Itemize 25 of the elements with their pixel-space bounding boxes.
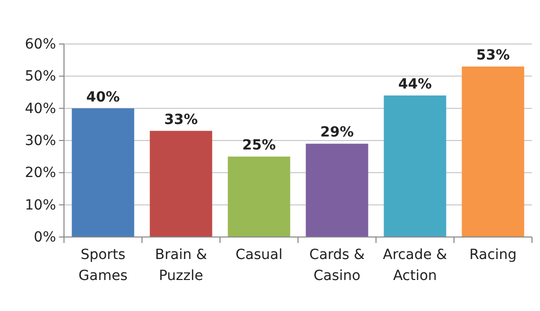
x-tick-label: Sports Games <box>78 247 128 284</box>
bar <box>228 156 290 237</box>
bar <box>462 66 524 237</box>
data-label: 40% <box>86 89 120 106</box>
y-tick-label: 10% <box>24 197 56 214</box>
bar <box>72 108 134 237</box>
y-tick-label: 40% <box>24 100 56 117</box>
data-label: 53% <box>476 48 510 64</box>
x-tick-label: Brain & Puzzle <box>154 247 208 284</box>
data-label: 44% <box>398 76 432 92</box>
y-tick-label: 50% <box>24 68 56 85</box>
y-tick-label: 60% <box>24 36 56 52</box>
data-label: 25% <box>242 138 276 154</box>
data-label: 29% <box>320 124 354 141</box>
data-label: 33% <box>164 112 198 128</box>
y-tick-label: 30% <box>24 132 56 149</box>
x-tick-label: Racing <box>469 247 517 263</box>
x-tick-label: Arcade & Action <box>382 247 448 284</box>
bar <box>150 130 212 237</box>
y-tick-label: 0% <box>34 229 56 246</box>
x-tick-label: Casual <box>236 247 282 263</box>
y-tick-label: 20% <box>24 165 56 182</box>
bar <box>384 95 446 237</box>
x-tick-label: Cards & Casino <box>309 247 365 284</box>
bar <box>306 144 368 237</box>
